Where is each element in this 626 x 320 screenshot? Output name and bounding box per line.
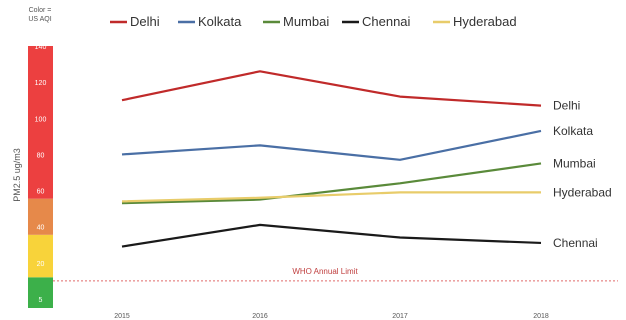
y-tick-label: 120 (35, 80, 47, 87)
legend-label: Delhi (130, 14, 160, 29)
aqi-color-scale (28, 46, 53, 308)
legend-label: Chennai (362, 14, 411, 29)
y-tick-label: 20 (37, 261, 45, 268)
aqi-band-2 (28, 198, 53, 235)
series-line-kolkata (121, 129, 542, 161)
y-axis-ticks: 140 120 100 80 60 40 20 5 (35, 44, 47, 304)
series-end-label: Delhi (553, 99, 580, 113)
series-end-label: Hyderabad (553, 185, 612, 199)
aqi-band-0 (28, 277, 53, 308)
series-line-chennai (121, 223, 542, 248)
series-end-labels: Delhi Kolkata Mumbai Chennai Hyderabad (553, 99, 612, 250)
series-line-delhi (121, 70, 542, 107)
x-axis-ticks: 2015 2016 2017 2018 (114, 313, 549, 320)
x-tick-label: 2017 (392, 313, 408, 320)
series-line-hyderabad (121, 191, 541, 203)
legend: Delhi Kolkata Mumbai Chennai Hyderabad (110, 14, 517, 29)
series-lines (121, 70, 542, 248)
aqi-band-1 (28, 234, 53, 278)
series-line-mumbai (121, 162, 542, 205)
aqi-band-3 (28, 46, 53, 199)
color-scale-title-line2: US AQI (28, 16, 51, 23)
legend-label: Kolkata (198, 14, 242, 29)
series-end-label: Mumbai (553, 156, 596, 170)
y-tick-label: 60 (37, 189, 45, 196)
y-tick-label: 5 (39, 297, 43, 304)
color-scale-title-line1: Color = (29, 7, 52, 14)
who-annual-limit-label: WHO Annual Limit (292, 267, 358, 276)
x-tick-label: 2018 (533, 313, 549, 320)
series-end-label: Chennai (553, 236, 598, 250)
x-tick-label: 2016 (252, 313, 268, 320)
legend-label: Mumbai (283, 14, 329, 29)
x-tick-label: 2015 (114, 313, 130, 320)
y-tick-label: 140 (35, 44, 47, 51)
y-axis-label: PM2.5 ug/m3 (12, 148, 22, 202)
series-end-label: Kolkata (553, 124, 593, 138)
legend-label: Hyderabad (453, 14, 517, 29)
y-tick-label: 100 (35, 116, 47, 123)
y-tick-label: 40 (37, 225, 45, 232)
y-tick-label: 80 (37, 152, 45, 159)
